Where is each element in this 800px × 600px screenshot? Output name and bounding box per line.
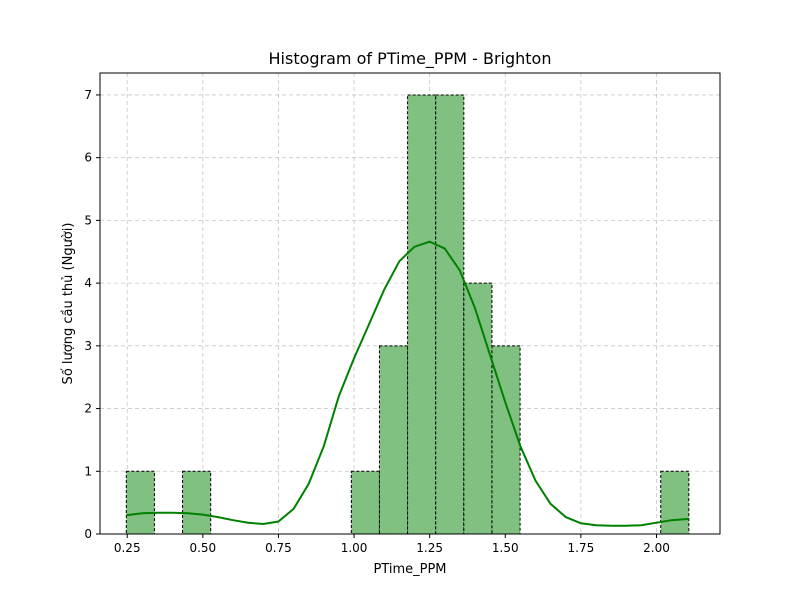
- x-tick-label: 0.75: [265, 541, 292, 555]
- x-tick-label: 0.25: [114, 541, 141, 555]
- y-tick-label: 7: [84, 88, 92, 102]
- histogram-bar: [660, 470, 690, 535]
- y-tick-label: 0: [84, 527, 92, 541]
- histogram-bar: [182, 470, 212, 535]
- histogram-bar: [125, 470, 155, 535]
- histogram-bar: [407, 94, 437, 535]
- x-tick-label: 1.50: [492, 541, 519, 555]
- y-tick-label: 4: [84, 276, 92, 290]
- x-axis-label: PTime_PPM: [373, 562, 446, 577]
- x-axis-ticks: 0.25 0.50 0.75 1.00 1.25 1.50 1.75 2.00: [114, 534, 670, 555]
- histogram-bar: [378, 345, 409, 535]
- x-tick-label: 0.50: [189, 541, 216, 555]
- x-tick-label: 1.25: [416, 541, 443, 555]
- y-tick-label: 3: [84, 339, 92, 353]
- kde-curve: [126, 240, 689, 527]
- y-tick-label: 6: [84, 151, 92, 165]
- y-tick-label: 1: [84, 464, 92, 478]
- y-tick-label: 5: [84, 213, 92, 227]
- histogram-bar: [435, 94, 465, 535]
- x-tick-label: 1.00: [341, 541, 368, 555]
- histogram-bar: [463, 282, 493, 535]
- x-tick-label: 1.75: [568, 541, 595, 555]
- y-axis-ticks: 0 1 2 3 4 5 6 7: [84, 88, 100, 541]
- plot-frame: [99, 72, 721, 535]
- y-axis-label: Số lượng cầu thủ (Người): [61, 223, 76, 385]
- y-tick-label: 2: [84, 402, 92, 416]
- histogram-bar: [350, 470, 380, 535]
- x-tick-label: 2.00: [643, 541, 670, 555]
- chart-title: Histogram of PTime_PPM - Brighton: [269, 49, 552, 69]
